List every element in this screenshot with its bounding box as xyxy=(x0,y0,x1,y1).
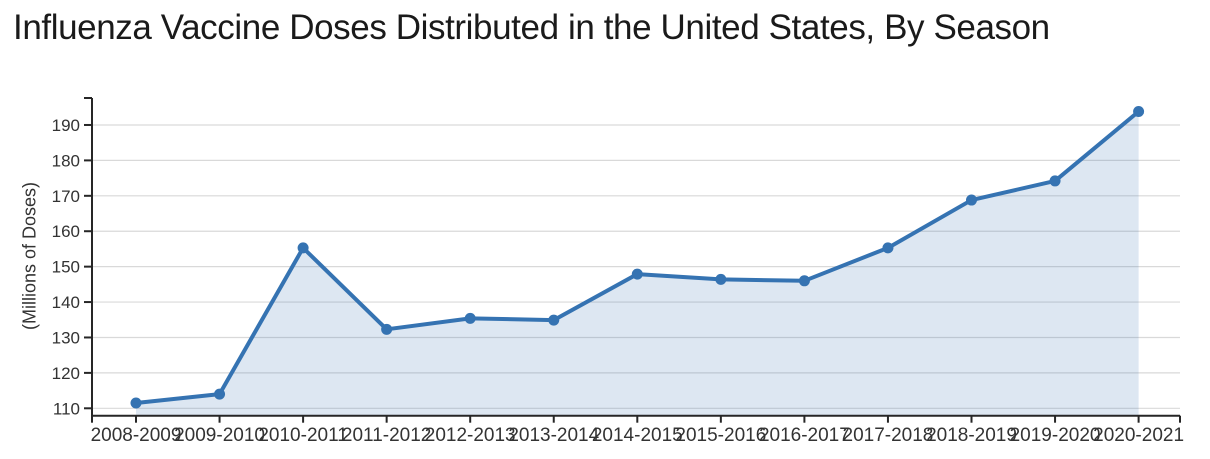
x-tick-label: 2010-2011 xyxy=(258,425,347,446)
y-tick-label: 180 xyxy=(52,151,80,170)
data-point xyxy=(548,314,560,326)
data-point xyxy=(1133,106,1145,118)
data-point xyxy=(464,312,476,324)
data-point xyxy=(381,323,393,335)
data-point xyxy=(130,397,142,409)
x-tick-label: 2008-2009 xyxy=(91,425,182,446)
x-tick-label: 2014-2015 xyxy=(592,425,683,446)
data-point xyxy=(798,275,810,287)
x-tick-label: 2012-2013 xyxy=(425,425,516,446)
x-tick-label: 2011-2012 xyxy=(342,425,431,446)
x-tick-label: 2016-2017 xyxy=(759,425,850,446)
x-tick-label: 2009-2010 xyxy=(174,425,265,446)
data-point xyxy=(1049,175,1061,187)
x-tick-label: 2018-2019 xyxy=(926,425,1017,446)
y-tick-label: 120 xyxy=(52,364,80,383)
data-point xyxy=(297,242,309,254)
data-point xyxy=(214,388,226,400)
y-tick-label: 140 xyxy=(52,293,80,312)
x-tick-label: 2019-2020 xyxy=(1010,425,1101,446)
x-tick-label: 2015-2016 xyxy=(675,425,766,446)
data-point xyxy=(715,273,727,285)
chart-title: Influenza Vaccine Doses Distributed in t… xyxy=(13,8,1050,47)
y-tick-label: 130 xyxy=(52,328,80,347)
y-tick-label: 170 xyxy=(52,187,80,206)
data-point xyxy=(631,268,643,280)
x-tick-label: 2013-2014 xyxy=(508,425,599,446)
x-tick-label: 2017-2018 xyxy=(843,425,934,446)
x-tick-label: 2020-2021 xyxy=(1093,425,1184,446)
y-tick-label: 190 xyxy=(52,116,80,135)
area-fill xyxy=(136,111,1139,416)
y-tick-label: 110 xyxy=(53,399,80,418)
y-tick-label: 160 xyxy=(52,222,80,241)
y-tick-label: 150 xyxy=(52,258,80,277)
data-point xyxy=(882,242,894,254)
data-point xyxy=(966,194,977,206)
